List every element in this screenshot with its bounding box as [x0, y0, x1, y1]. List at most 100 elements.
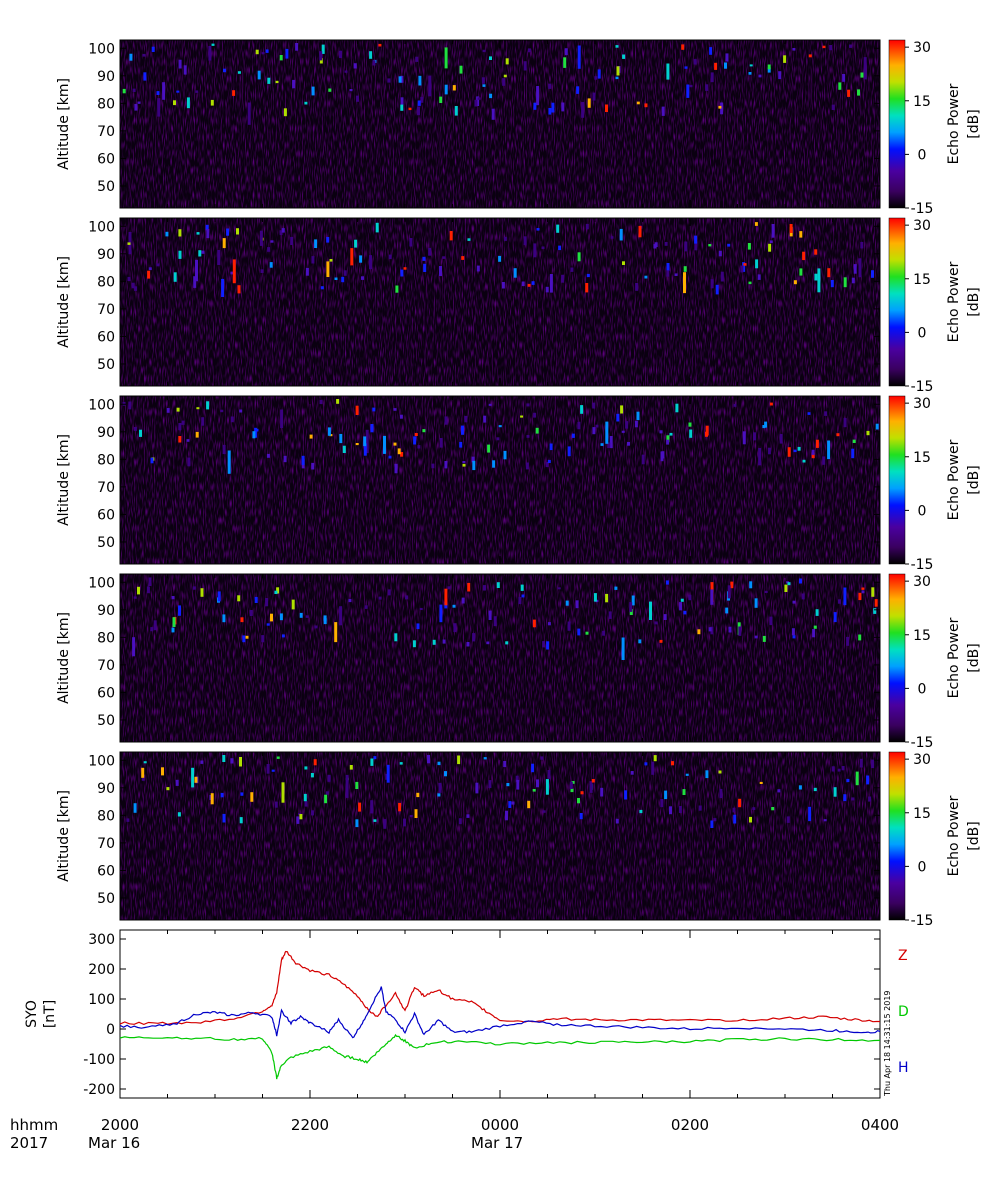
echo-cell — [319, 51, 323, 61]
echo-cell — [732, 807, 736, 813]
echo-cell — [240, 792, 244, 796]
echo-cell — [664, 790, 668, 800]
echo-cell — [630, 771, 634, 775]
echo-cell — [303, 793, 307, 802]
echo-cell — [792, 600, 796, 604]
echo-cell — [356, 95, 359, 102]
echo-cell — [134, 103, 138, 111]
echo-cell — [843, 587, 847, 606]
echo-cell — [150, 627, 154, 632]
colorbar-tick-label: 15 — [913, 450, 931, 466]
altitude-tick-label: 90 — [97, 603, 115, 619]
echo-cell — [239, 757, 242, 767]
echo-cell — [503, 74, 507, 78]
echo-cell — [841, 766, 845, 771]
echo-cell — [575, 600, 579, 609]
echo-cell — [511, 801, 515, 805]
echo-cell — [437, 761, 441, 766]
syo-axis-label: SYO — [24, 1000, 40, 1028]
echo-cell — [274, 590, 278, 594]
echo-cell — [132, 88, 136, 92]
echo-cell — [409, 238, 413, 247]
altitude-tick-label: 100 — [88, 397, 115, 413]
echo-cell — [254, 427, 258, 438]
echo-cell — [527, 283, 531, 287]
echo-cell — [365, 429, 369, 454]
echo-cell — [548, 108, 552, 115]
echo-cell — [730, 581, 734, 589]
echo-cell — [762, 425, 766, 429]
echo-cell — [481, 77, 485, 84]
echo-cell — [358, 802, 362, 812]
echo-cell — [683, 266, 687, 272]
echo-cell — [697, 629, 701, 635]
echo-cell — [196, 407, 200, 410]
echo-cell — [454, 106, 458, 116]
echo-cell — [666, 63, 670, 80]
time-tick-label: 0000 — [481, 1116, 519, 1134]
echo-cell — [260, 269, 264, 273]
echo-cell — [607, 442, 611, 449]
colorbar-label: Echo Power — [946, 261, 962, 342]
echo-cell — [279, 55, 283, 61]
echo-cell — [255, 428, 259, 432]
echo-cell — [831, 104, 835, 110]
echo-cell — [378, 596, 382, 600]
legend-h: H — [898, 1060, 909, 1076]
series-line-h — [119, 986, 881, 1039]
echo-cell — [439, 438, 443, 448]
echo-cell — [483, 585, 486, 591]
echo-cell — [139, 429, 142, 437]
echo-cell — [349, 765, 353, 770]
echo-cell — [206, 229, 210, 239]
echo-cell — [400, 75, 404, 83]
echo-cell — [813, 787, 817, 792]
echo-cell — [570, 267, 574, 272]
echo-cell — [831, 766, 835, 772]
echo-cell — [393, 408, 397, 411]
echo-cell — [793, 280, 797, 285]
echo-cell — [422, 256, 426, 261]
echo-cell — [859, 758, 863, 768]
echo-cell — [127, 242, 131, 245]
echo-cell — [720, 102, 724, 115]
echo-cell — [764, 421, 768, 428]
colorbar-tick-label: -15 — [911, 913, 934, 929]
echo-cell — [849, 44, 852, 48]
echo-cell — [192, 586, 196, 590]
echo-cell — [369, 255, 372, 270]
altitude-tick-label: 100 — [88, 219, 115, 235]
colorbar-ticks: 30 15 0 -15 — [905, 574, 933, 751]
echo-cell — [462, 463, 466, 467]
echo-cell — [786, 816, 790, 823]
altitude-tick-label: 70 — [97, 836, 115, 852]
echo-cell — [545, 286, 549, 293]
echo-cell — [719, 788, 723, 798]
echo-cell — [837, 599, 841, 604]
echo-cell — [166, 787, 170, 791]
echo-cell — [461, 597, 465, 604]
echo-cell — [146, 586, 150, 594]
time-tick-label: 2000 — [101, 1116, 139, 1134]
echo-cell — [162, 82, 166, 100]
echo-cell — [195, 90, 199, 93]
echo-cell — [342, 445, 346, 453]
echo-cell — [195, 431, 199, 438]
echo-cell — [431, 463, 435, 469]
echo-cell — [201, 250, 205, 254]
echo-cell — [217, 591, 221, 602]
echo-cell — [417, 106, 420, 116]
altitude-tick-label: 90 — [97, 247, 115, 263]
echo-cell — [279, 230, 283, 236]
colorbar-tick-label: -15 — [911, 379, 934, 395]
echo-cell — [439, 604, 443, 623]
time-tick-label: 0200 — [671, 1116, 709, 1134]
echo-cell — [493, 616, 497, 627]
altitude-tick-label: 70 — [97, 302, 115, 318]
echo-cell — [186, 97, 190, 109]
echo-cell — [752, 807, 756, 810]
echo-cell — [281, 228, 285, 233]
echo-cell — [386, 764, 390, 783]
echo-cell — [526, 435, 530, 438]
